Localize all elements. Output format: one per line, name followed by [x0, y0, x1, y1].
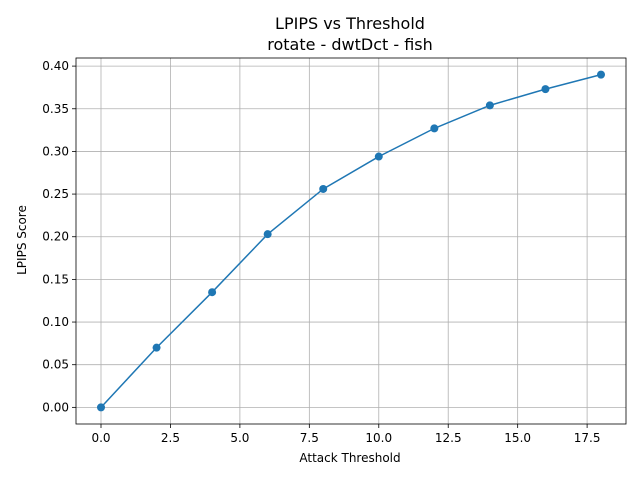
data-point — [152, 343, 161, 352]
data-point — [319, 184, 328, 193]
series-line — [100, 73, 602, 408]
y-tick-label: 0.05 — [42, 358, 69, 372]
x-tick-label: 17.5 — [574, 431, 601, 445]
chart-title: LPIPS vs Threshold — [275, 14, 425, 33]
data-point — [597, 70, 605, 79]
y-tick-label: 0.35 — [42, 102, 69, 116]
x-tick-label: 0.0 — [91, 431, 110, 445]
y-axis-label: LPIPS Score — [15, 205, 29, 275]
x-tick-label: 7.5 — [300, 431, 319, 445]
data-point — [97, 403, 105, 412]
x-tick-label: 15.0 — [504, 431, 531, 445]
data-point — [485, 101, 494, 110]
series — [97, 70, 605, 412]
y-tick-label: 0.15 — [42, 272, 69, 286]
data-point — [208, 288, 217, 297]
y-tick-label: 0.40 — [42, 59, 69, 73]
axis-ticks: 0.0 2.5 5.0 7.5 10.0 12.5 15.0 17.5 0.00 0.05 0.10… — [42, 59, 600, 445]
x-tick-label: 12.5 — [435, 431, 462, 445]
data-point — [430, 124, 439, 133]
chart-subtitle: rotate - dwtDct - fish — [267, 35, 433, 54]
plot-frame — [75, 57, 627, 425]
data-point — [374, 152, 383, 161]
x-tick-label: 10.0 — [365, 431, 392, 445]
data-point — [541, 85, 550, 94]
y-tick-label: 0.10 — [42, 315, 69, 329]
y-tick-label: 0.30 — [42, 144, 69, 158]
x-tick-label: 2.5 — [161, 431, 180, 445]
data-point — [263, 230, 272, 239]
y-tick-label: 0.25 — [42, 187, 69, 201]
x-tick-label: 5.0 — [230, 431, 249, 445]
y-tick-label: 0.00 — [42, 400, 69, 414]
x-axis-label: Attack Threshold — [299, 451, 400, 465]
y-tick-label: 0.20 — [42, 230, 69, 244]
grid — [76, 58, 626, 424]
